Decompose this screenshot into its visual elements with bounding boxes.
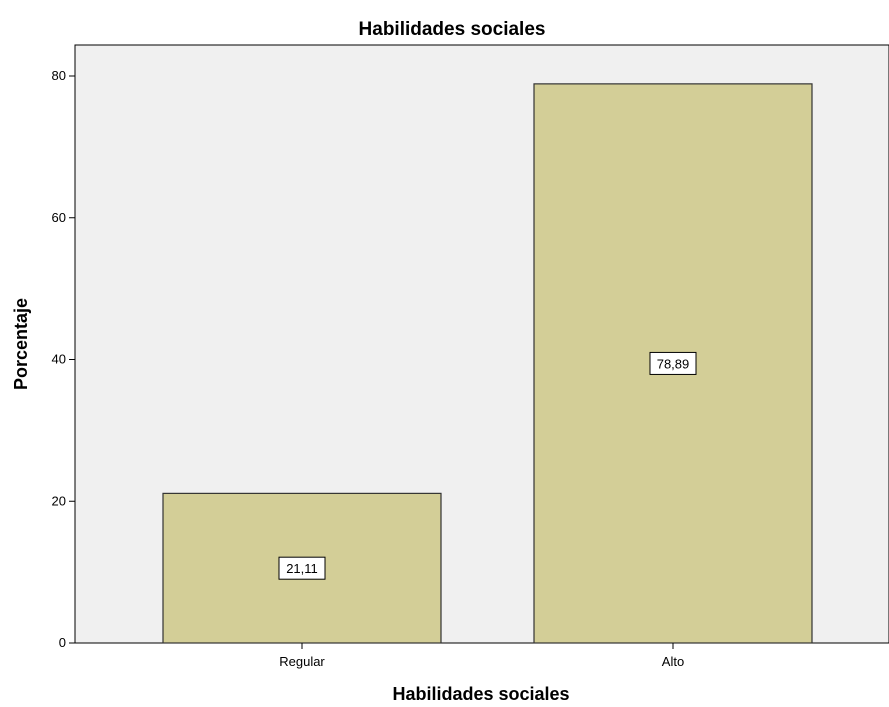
x-tick-label: Regular — [279, 654, 325, 669]
y-tick-label: 80 — [52, 68, 66, 83]
data-label-box — [278, 556, 326, 580]
y-axis-title: Porcentaje — [11, 298, 31, 390]
data-label-box — [649, 351, 697, 375]
y-tick-label: 20 — [52, 493, 66, 508]
data-label: 21,11 — [286, 561, 318, 576]
y-tick-label: 40 — [52, 352, 66, 367]
x-tick-label: Alto — [662, 654, 684, 669]
chart-title: Habilidades sociales — [359, 19, 546, 40]
x-axis-title: Habilidades sociales — [392, 684, 569, 704]
y-tick-label: 60 — [52, 210, 66, 225]
y-tick-label: 0 — [59, 635, 66, 650]
data-label: 78,89 — [657, 356, 690, 371]
